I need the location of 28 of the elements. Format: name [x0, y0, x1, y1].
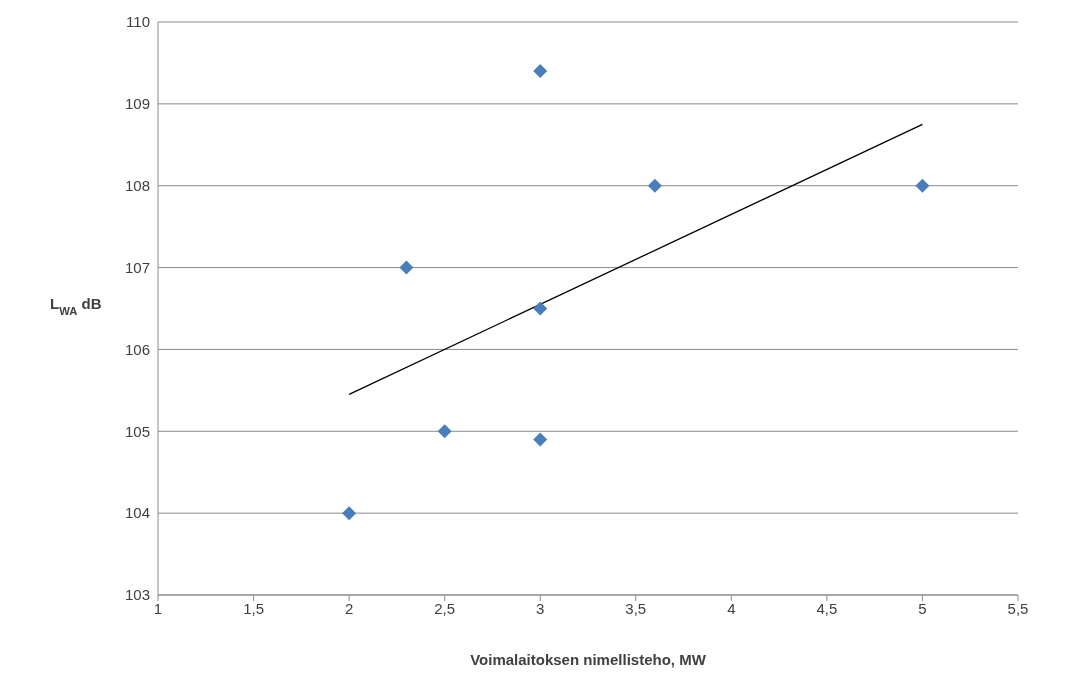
y-tick-label: 105 [124, 422, 150, 440]
point [647, 178, 662, 193]
x-tick-label: 1,5 [243, 599, 264, 617]
x-tick-label: 4,5 [816, 599, 838, 617]
point [533, 301, 548, 316]
y-tick-label: 108 [124, 177, 150, 195]
x-tick-label: 3 [536, 599, 545, 617]
point [533, 64, 548, 79]
point [342, 506, 357, 521]
y-tick-label: 110 [126, 13, 150, 31]
x-tick-label: 1 [153, 599, 163, 617]
y-axis-title: L$_{WA}$ dB [50, 294, 102, 317]
x-tick-label: 5,5 [1007, 599, 1029, 617]
point [437, 424, 452, 439]
y-tick-label: 104 [124, 504, 150, 522]
x-axis-title: Voimalaitoksen nimellisteho, MW [470, 651, 707, 668]
x-tick-label: 2 [344, 599, 354, 617]
x-tick-label: 4 [727, 599, 736, 617]
y-tick-label: 107 [124, 258, 150, 276]
x-tick-label: 2,5 [434, 599, 456, 617]
point [399, 260, 414, 275]
point [533, 432, 548, 447]
y-tick-label: 109 [124, 95, 150, 113]
x-tick-label: 3,5 [625, 599, 647, 617]
x-tick-label: 5 [918, 599, 927, 617]
point [915, 178, 930, 193]
y-tick-label: 106 [124, 340, 150, 358]
y-tick-label: 103 [124, 586, 150, 604]
